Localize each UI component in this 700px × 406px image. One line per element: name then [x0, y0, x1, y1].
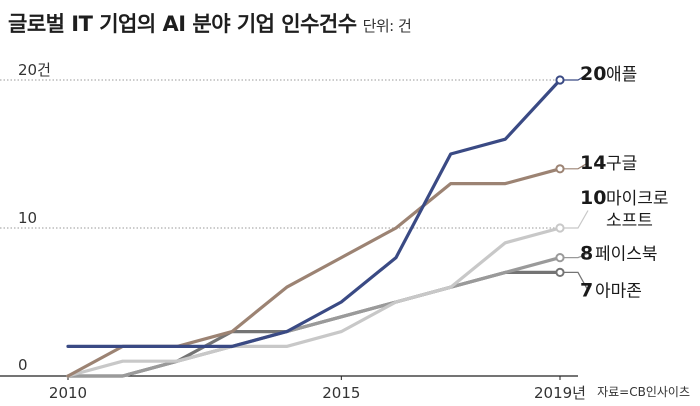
end-marker-페이스북: [555, 253, 565, 263]
end-marker-마이크로소프트: [555, 223, 565, 233]
y-tick-label: 0: [18, 356, 28, 374]
series-value-구글: 14: [580, 152, 606, 174]
series-value-애플: 20: [580, 63, 606, 85]
series-value-마이크로소프트: 10: [580, 187, 606, 209]
end-marker-아마존: [555, 267, 565, 277]
series-line-페이스북: [66, 256, 562, 378]
series-name-마이크로소프트: 소프트: [606, 211, 653, 231]
series-value-페이스북: 8: [580, 243, 593, 265]
series-name-페이스북: 페이스북: [595, 245, 658, 265]
source-note: 자료=CB인사이츠: [597, 385, 690, 399]
unit-label: 단위: 건: [362, 17, 412, 35]
leader-line-마이크로소프트: [564, 210, 589, 229]
x-tick-label: 2015: [322, 384, 360, 402]
series-line-마이크로소프트: [66, 226, 562, 378]
x-tick-label: 2019년: [534, 384, 586, 402]
end-marker-애플: [555, 75, 565, 85]
series-name-구글: 구글: [606, 154, 637, 174]
series-line-애플: [66, 78, 562, 348]
leader-line-구글: [564, 162, 589, 170]
end-marker-구글: [555, 164, 565, 174]
leader-line-애플: [564, 73, 589, 81]
y-tick-label: 20건: [18, 61, 51, 79]
leader-line-아마존: [564, 271, 589, 291]
chart-title: 글로벌 IT 기업의 AI 분야 기업 인수건수 단위: 건: [8, 12, 412, 36]
x-tick-label: 2010: [49, 384, 87, 402]
series-name-애플: 애플: [606, 65, 637, 85]
series-value-아마존: 7: [580, 279, 593, 301]
y-tick-label: 10: [18, 209, 37, 227]
series-name-아마존: 아마존: [595, 281, 642, 301]
leader-line-페이스북: [564, 253, 589, 259]
series-name-마이크로소프트: 마이크로: [606, 189, 669, 209]
